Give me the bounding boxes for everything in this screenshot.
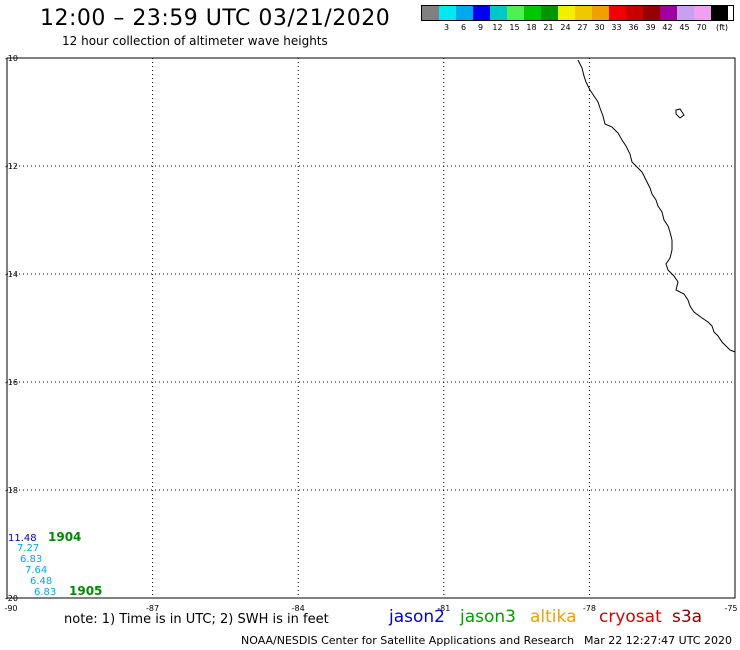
wave-height-value: 6.83	[34, 587, 56, 598]
legend-swatch	[694, 6, 711, 20]
footer-timestamp: Mar 22 12:27:47 UTC 2020	[584, 634, 732, 647]
legend-label: 30	[594, 23, 605, 32]
lat-tick-label: -16	[5, 378, 18, 387]
wave-height-value: 11.48	[8, 533, 37, 544]
legend-label: 27	[577, 23, 588, 32]
lat-tick-label: -18	[5, 486, 18, 495]
legend-label: 36	[628, 23, 639, 32]
satellite-label-jason3: jason3	[460, 607, 516, 627]
lon-tick-label: -90	[4, 604, 17, 613]
legend-swatch	[422, 6, 439, 20]
axis-tick-labels: -90 -87 -84 -81 -78 -75 -10 -12 -14 -16 -18 -20	[4, 54, 737, 613]
lat-tick-label: -20	[5, 594, 18, 603]
legend-label: 42	[662, 23, 673, 32]
map-subtitle: 12 hour collection of altimeter wave hei…	[62, 34, 328, 48]
footer-note: note: 1) Time is in UTC; 2) SWH is in fe…	[64, 612, 329, 627]
lat-tick-label: -10	[5, 54, 18, 63]
satellite-label-s3a: s3a	[672, 607, 703, 627]
lat-tick-label: -12	[5, 162, 18, 171]
lat-tick-label: -14	[5, 270, 18, 279]
legend-swatch	[626, 6, 643, 20]
legend-label: (ft)	[715, 23, 729, 32]
legend-label: 6	[460, 23, 467, 32]
wave-height-value: 6.83	[20, 554, 42, 565]
map-title: 12:00 – 23:59 UTC 03/21/2020	[40, 6, 391, 31]
legend-swatch	[609, 6, 626, 20]
pass-time-label: 1904	[48, 530, 81, 544]
pass-time-label: 1905	[69, 584, 102, 598]
legend-label: 15	[509, 23, 520, 32]
legend-label: 33	[611, 23, 622, 32]
legend-swatch	[558, 6, 575, 20]
lon-tick-label: -78	[583, 604, 596, 613]
legend-label: 24	[560, 23, 571, 32]
legend-swatch	[711, 6, 728, 20]
grid-lines	[7, 58, 735, 598]
legend-swatch	[660, 6, 677, 20]
footer-credit: NOAA/NESDIS Center for Satellite Applica…	[241, 634, 575, 647]
legend-label: 39	[645, 23, 656, 32]
legend-swatch	[575, 6, 592, 20]
lon-tick-label: -75	[724, 604, 737, 613]
legend-label: 3	[443, 23, 450, 32]
legend-label: 18	[526, 23, 537, 32]
island-outline	[675, 108, 685, 119]
lon-tick-label: -87	[146, 604, 159, 613]
map-frame	[6, 57, 736, 599]
wave-height-value: 6.48	[30, 576, 52, 587]
lon-tick-label: -84	[292, 604, 305, 613]
lon-tick-label: -81	[437, 604, 450, 613]
legend-swatch	[507, 6, 524, 20]
coastline	[577, 59, 736, 353]
wave-height-value: 7.27	[17, 543, 39, 554]
legend-swatch	[524, 6, 541, 20]
wave-height-value: 7.64	[25, 565, 47, 576]
satellite-label-altika: altika	[530, 607, 577, 627]
legend-label: 12	[492, 23, 503, 32]
wave-height-legend: 3 6 9 12 15 18 21 24 27 30 33 36 39 42 45 70 (ft)	[421, 5, 734, 32]
legend-swatch	[677, 6, 694, 20]
legend-swatch	[592, 6, 609, 20]
legend-swatch	[439, 6, 456, 20]
legend-label: 45	[679, 23, 690, 32]
legend-swatch	[643, 6, 660, 20]
legend-swatch	[541, 6, 558, 20]
satellite-label-cryosat: cryosat	[599, 607, 662, 627]
legend-swatch	[456, 6, 473, 20]
legend-label: 9	[477, 23, 484, 32]
legend-label: 21	[543, 23, 554, 32]
legend-labels: 3 6 9 12 15 18 21 24 27 30 33 36 39 42 45 70 (ft)	[421, 23, 734, 32]
legend-swatch	[473, 6, 490, 20]
legend-label: 70	[696, 23, 707, 32]
satellite-label-jason2: jason2	[389, 607, 445, 627]
legend-swatch	[490, 6, 507, 20]
legend-color-bar	[421, 5, 734, 21]
